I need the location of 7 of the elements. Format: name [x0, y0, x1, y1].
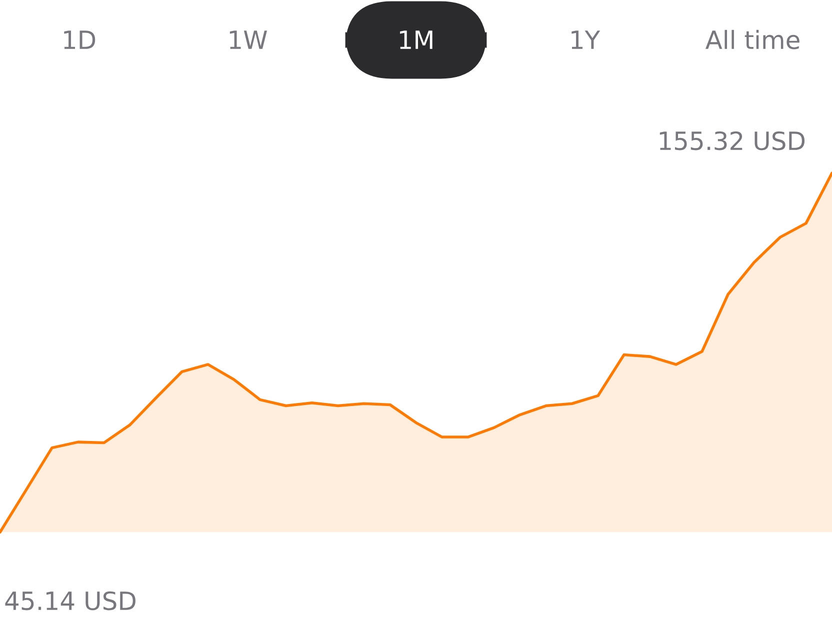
text: 1M	[400, 30, 432, 49]
text: 1Y	[572, 30, 600, 49]
text: 1D	[64, 30, 96, 49]
text: All time	[705, 30, 800, 50]
text: 155.32 USD	[660, 131, 805, 150]
text: 1W	[230, 30, 267, 49]
text: 45.14 USD	[5, 591, 136, 610]
